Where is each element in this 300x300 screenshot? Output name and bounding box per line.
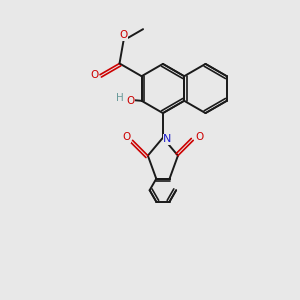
Text: O: O <box>195 132 203 142</box>
Text: N: N <box>163 134 172 144</box>
Text: O: O <box>122 132 131 142</box>
Text: H: H <box>116 93 124 103</box>
Text: O: O <box>119 30 128 40</box>
Text: O: O <box>126 96 134 106</box>
Text: O: O <box>91 70 99 80</box>
